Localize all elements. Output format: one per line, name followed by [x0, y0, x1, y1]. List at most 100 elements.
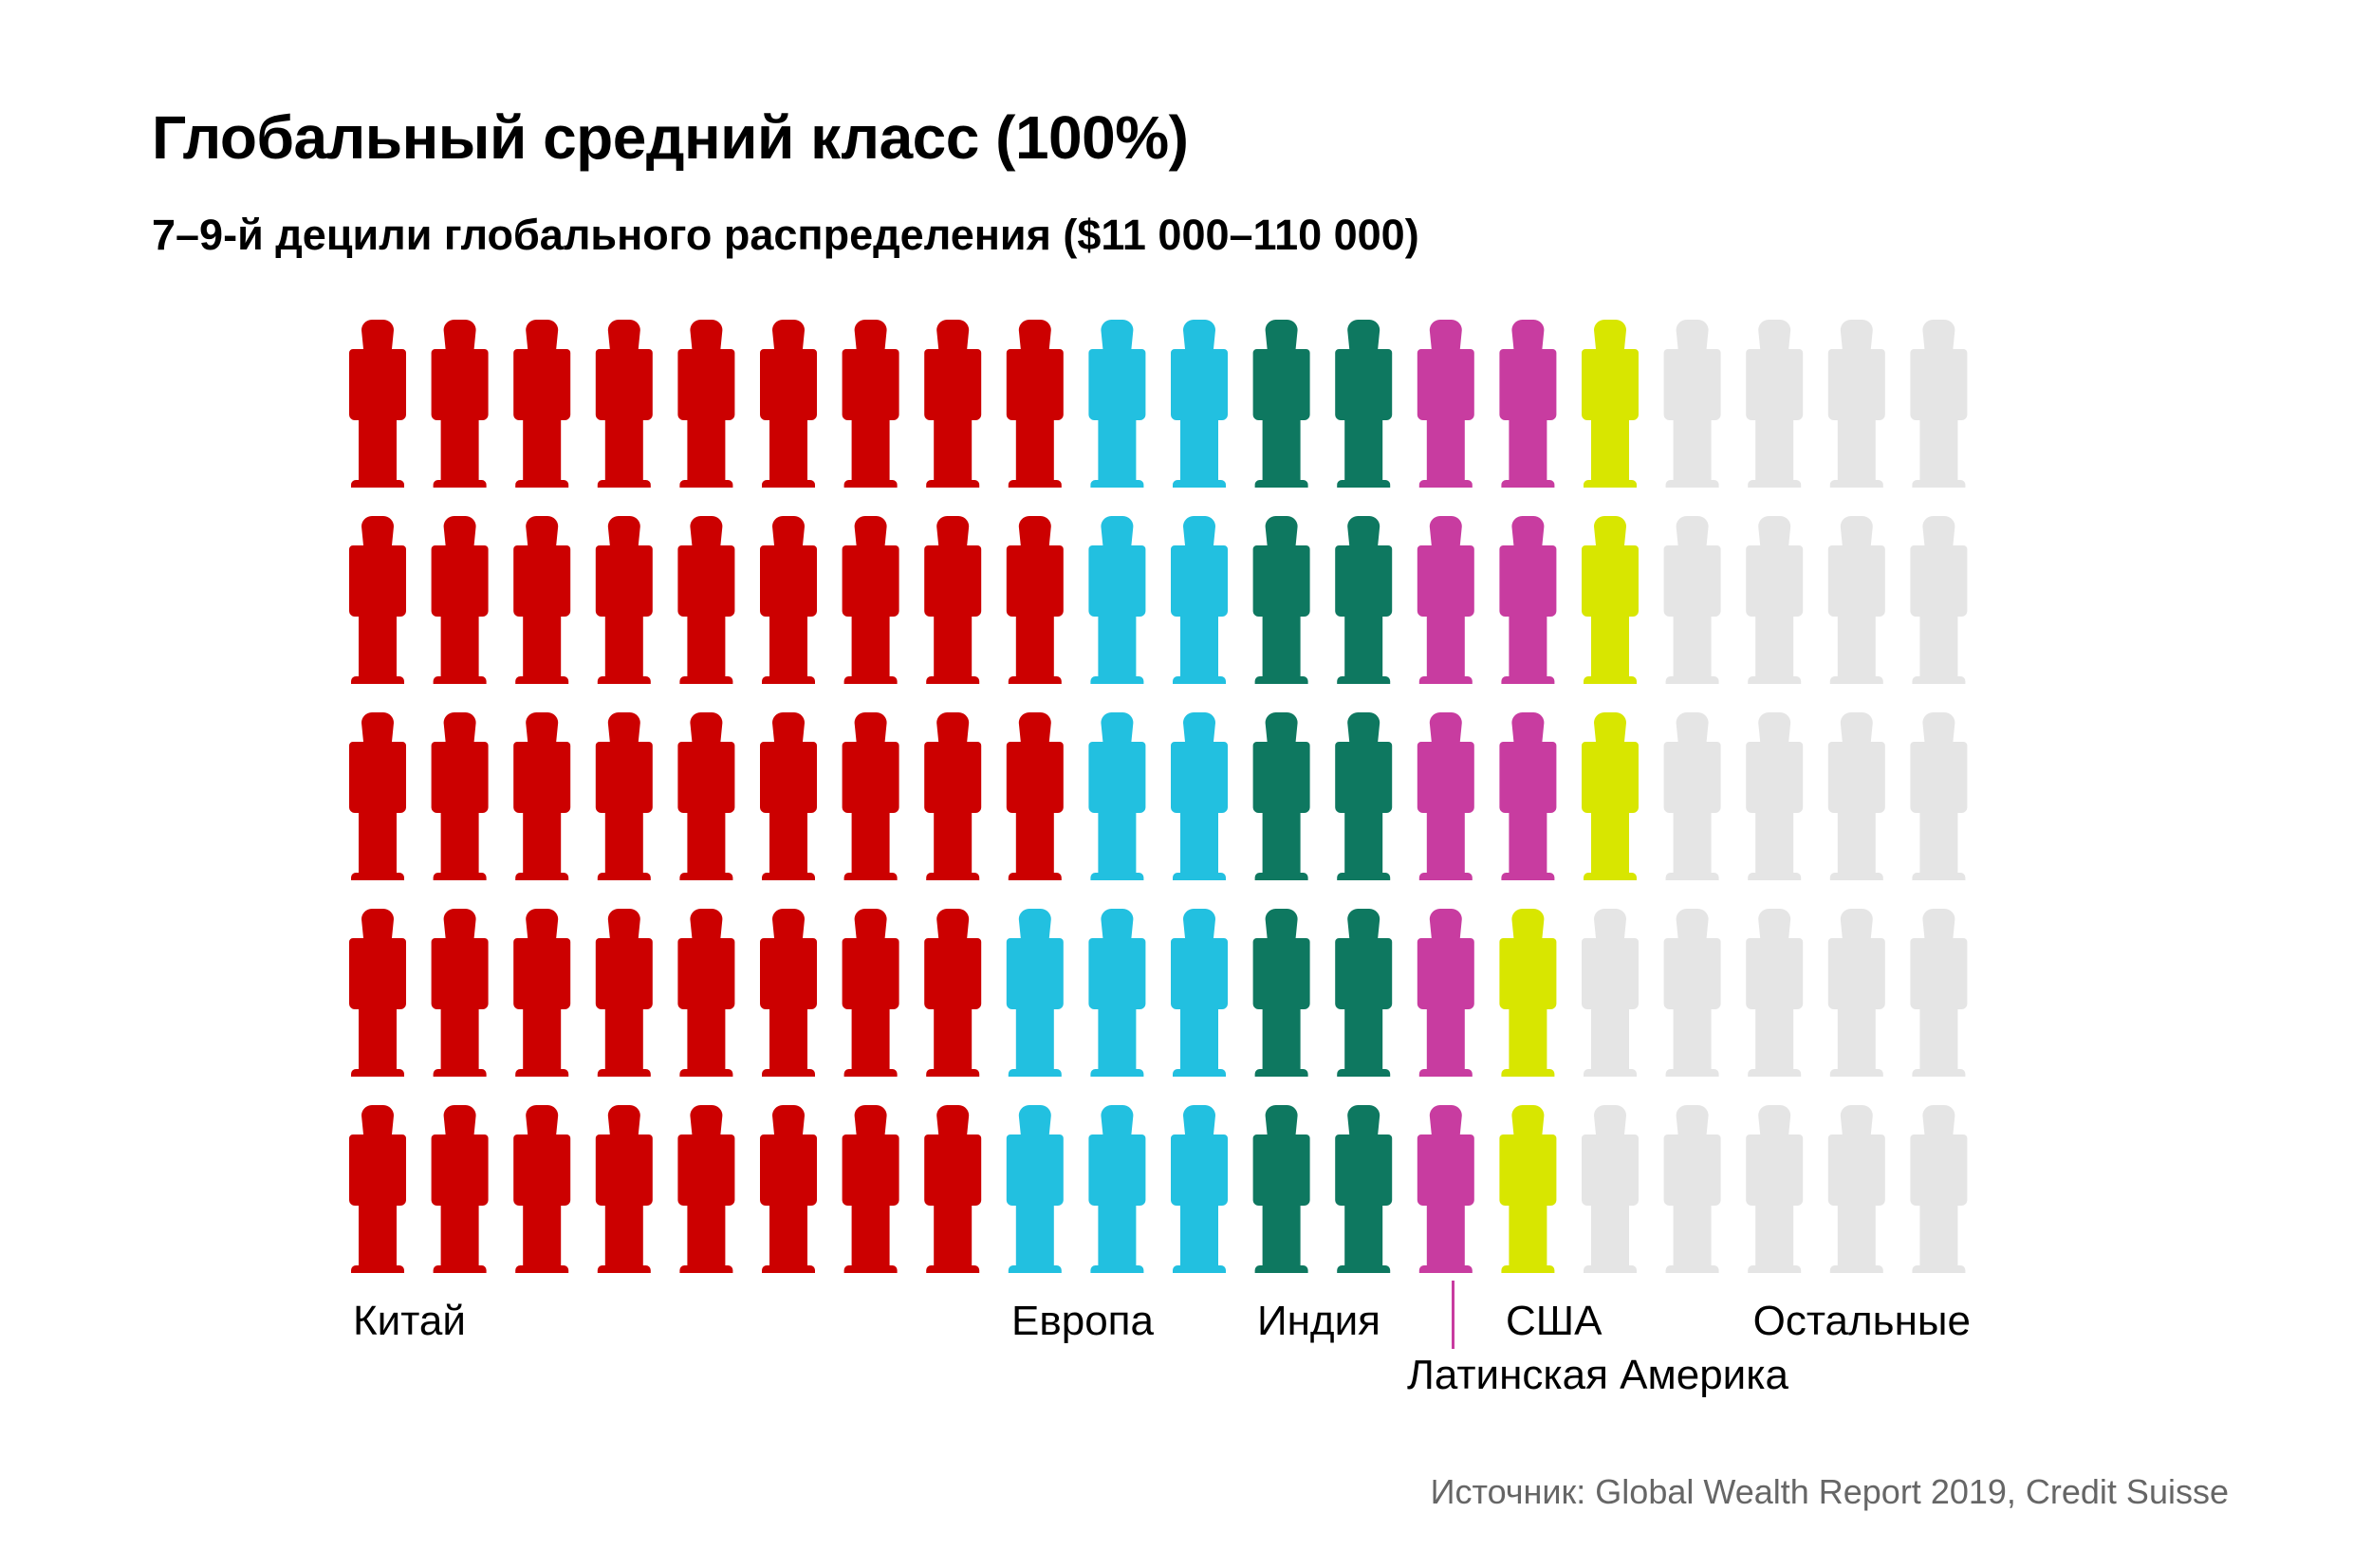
person-icon-china	[595, 909, 653, 1077]
person-icon-china	[1006, 516, 1064, 684]
person-icon-other	[1827, 516, 1885, 684]
person-icon-china	[760, 1105, 817, 1273]
chart-title: Глобальный средний класс (100%)	[152, 103, 1189, 172]
person-icon-china	[513, 320, 571, 488]
person-icon-other	[1582, 1105, 1639, 1273]
person-icon-india	[1252, 712, 1310, 880]
person-icon-latam	[1499, 320, 1557, 488]
person-icon-other	[1746, 712, 1804, 880]
person-icon-europe	[1171, 1105, 1228, 1273]
person-icon-india	[1252, 1105, 1310, 1273]
person-icon-india	[1335, 320, 1393, 488]
person-icon-other	[1910, 516, 1968, 684]
person-icon-china	[513, 516, 571, 684]
chart-subtitle: 7–9-й децили глобального распределения (…	[152, 211, 1419, 259]
person-icon-latam	[1417, 320, 1474, 488]
person-icon-latam	[1499, 516, 1557, 684]
person-icon-china	[1006, 320, 1064, 488]
person-icon-latam	[1417, 1105, 1474, 1273]
person-icon-india	[1335, 1105, 1393, 1273]
person-icon-china	[842, 1105, 899, 1273]
person-icon-europe	[1088, 1105, 1146, 1273]
person-icon-china	[349, 1105, 406, 1273]
label-india: Индия	[1257, 1298, 1381, 1344]
person-icon-china	[677, 909, 735, 1077]
label-usa: США	[1506, 1298, 1603, 1344]
person-icon-china	[760, 320, 817, 488]
person-icon-china	[760, 516, 817, 684]
person-icon-china	[924, 1105, 982, 1273]
person-icon-china	[349, 516, 406, 684]
person-icon-china	[595, 712, 653, 880]
person-icon-china	[431, 1105, 489, 1273]
person-icon-china	[677, 320, 735, 488]
person-icon-other	[1663, 909, 1721, 1077]
person-icon-latam	[1417, 712, 1474, 880]
person-icon-europe	[1088, 320, 1146, 488]
person-icon-china	[431, 516, 489, 684]
person-icon-china	[842, 320, 899, 488]
label-europe: Европа	[1011, 1298, 1154, 1344]
person-icon-latam	[1417, 516, 1474, 684]
person-icon-usa	[1499, 909, 1557, 1077]
person-icon-europe	[1088, 516, 1146, 684]
person-icon-china	[924, 712, 982, 880]
person-icon-china	[677, 712, 735, 880]
person-icon-europe	[1171, 516, 1228, 684]
person-icon-latam	[1499, 712, 1557, 880]
person-icon-other	[1663, 712, 1721, 880]
label-other: Остальные	[1752, 1298, 1971, 1344]
person-icon-other	[1663, 320, 1721, 488]
person-icon-china	[595, 320, 653, 488]
person-icon-europe	[1171, 320, 1228, 488]
person-icon-other	[1663, 516, 1721, 684]
person-icon-china	[677, 1105, 735, 1273]
person-icon-other	[1663, 1105, 1721, 1273]
person-icon-other	[1746, 516, 1804, 684]
person-icon-other	[1827, 909, 1885, 1077]
person-icon-china	[349, 320, 406, 488]
person-icon-europe	[1088, 909, 1146, 1077]
person-icon-china	[842, 516, 899, 684]
person-icon-other	[1910, 1105, 1968, 1273]
source-note: Источник: Global Wealth Report 2019, Cre…	[1430, 1472, 2229, 1511]
person-icon-other	[1827, 1105, 1885, 1273]
person-icon-india	[1252, 909, 1310, 1077]
person-icon-china	[431, 909, 489, 1077]
person-icon-china	[842, 712, 899, 880]
person-icon-europe	[1088, 712, 1146, 880]
person-icon-china	[513, 909, 571, 1077]
latam-pointer-line	[1452, 1281, 1454, 1349]
person-icon-europe	[1171, 909, 1228, 1077]
person-icon-usa	[1582, 320, 1639, 488]
person-icon-china	[513, 1105, 571, 1273]
person-icon-china	[924, 320, 982, 488]
person-icon-china	[431, 712, 489, 880]
person-icon-china	[677, 516, 735, 684]
person-icon-china	[349, 712, 406, 880]
person-icon-other	[1582, 909, 1639, 1077]
person-icon-india	[1252, 320, 1310, 488]
person-icon-india	[1252, 516, 1310, 684]
person-icon-china	[513, 712, 571, 880]
person-icon-europe	[1171, 712, 1228, 880]
person-icon-other	[1827, 712, 1885, 880]
person-icon-other	[1827, 320, 1885, 488]
person-icon-china	[1006, 712, 1064, 880]
person-icon-usa	[1499, 1105, 1557, 1273]
person-icon-china	[349, 909, 406, 1077]
person-icon-other	[1910, 320, 1968, 488]
person-icon-other	[1910, 909, 1968, 1077]
person-icon-india	[1335, 712, 1393, 880]
person-icon-china	[760, 909, 817, 1077]
person-icon-usa	[1582, 712, 1639, 880]
person-icon-other	[1746, 320, 1804, 488]
person-icon-india	[1335, 909, 1393, 1077]
person-icon-europe	[1006, 909, 1064, 1077]
label-latam: Латинская Америка	[1407, 1352, 1788, 1398]
person-icon-usa	[1582, 516, 1639, 684]
person-icon-other	[1746, 1105, 1804, 1273]
person-icon-europe	[1006, 1105, 1064, 1273]
person-icon-latam	[1417, 909, 1474, 1077]
